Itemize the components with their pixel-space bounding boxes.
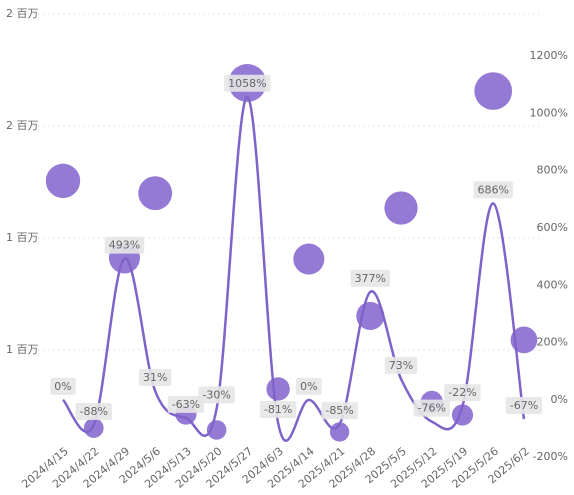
data-label-box	[444, 384, 481, 402]
data-label: 73%	[384, 356, 418, 374]
bubble	[329, 422, 350, 442]
data-label-box	[350, 269, 391, 287]
data-label-text: 493%	[109, 239, 140, 252]
data-label-text: -85%	[325, 404, 353, 417]
bubble	[138, 176, 173, 211]
data-label-box	[138, 368, 172, 386]
bubble	[510, 326, 538, 354]
bubble	[83, 418, 104, 438]
data-label: -85%	[321, 402, 358, 420]
data-label: 493%	[104, 236, 145, 254]
data-label: 1058%	[224, 74, 271, 92]
data-label-text: -22%	[448, 386, 476, 399]
data-label-text: -88%	[80, 405, 108, 418]
data-label-box	[505, 397, 543, 415]
line	[62, 95, 526, 442]
data-label-box	[413, 399, 450, 417]
data-label: -88%	[75, 403, 112, 421]
data-label-box	[104, 236, 145, 254]
data-label-text: -67%	[510, 399, 538, 412]
bubble	[45, 163, 81, 199]
data-label-text: 31%	[143, 371, 167, 384]
bubble	[474, 72, 513, 110]
data-label-text: -30%	[202, 388, 230, 401]
data-label: -22%	[444, 384, 481, 402]
data-label-text: -81%	[264, 403, 292, 416]
data-label: -81%	[259, 401, 297, 419]
bubble	[266, 377, 290, 401]
data-label: 0%	[50, 377, 76, 395]
bubble	[293, 243, 325, 275]
y2-tick-label: 600%	[537, 221, 568, 234]
data-label-text: 0%	[54, 380, 71, 393]
data-label: -30%	[198, 386, 235, 404]
y2-tick-label: 800%	[537, 164, 568, 177]
data-label-box	[224, 74, 271, 92]
y2-tick-label: 1000%	[530, 106, 568, 119]
data-label: 31%	[138, 368, 172, 386]
data-label-box	[75, 403, 112, 421]
data-label-box	[167, 395, 205, 413]
data-label: 0%	[296, 377, 322, 395]
data-label: -76%	[413, 399, 450, 417]
data-label-text: 1058%	[228, 77, 266, 90]
y-tick-label: 1 百万	[6, 231, 39, 244]
y2-tick-label: 400%	[537, 278, 568, 291]
y2-tick-label: -200%	[533, 450, 568, 463]
data-label-text: 686%	[477, 183, 508, 196]
data-label-text: -76%	[418, 402, 446, 415]
data-label-box	[259, 401, 297, 419]
y-tick-label: 1 百万	[6, 343, 39, 356]
data-label-box	[384, 356, 418, 374]
data-label-box	[473, 181, 513, 199]
data-label-box	[296, 377, 322, 395]
data-label-text: -63%	[172, 398, 200, 411]
data-label: -67%	[505, 397, 543, 415]
y2-tick-label: 1200%	[530, 49, 568, 62]
data-label-text: 377%	[355, 272, 386, 285]
y-tick-label: 2 百万	[6, 7, 39, 20]
data-label-text: 0%	[300, 380, 317, 393]
data-label-text: 73%	[389, 359, 413, 372]
bubble	[384, 191, 418, 225]
data-label: 686%	[473, 181, 513, 199]
data-label-box	[321, 402, 358, 420]
data-label-box	[198, 386, 235, 404]
y-tick-label: 2 百万	[6, 119, 39, 132]
data-label: 377%	[350, 269, 391, 287]
data-label-box	[50, 377, 76, 395]
y2-tick-label: 200%	[537, 336, 568, 349]
y2-tick-label: 0%	[551, 393, 568, 406]
data-label: -63%	[167, 395, 205, 413]
